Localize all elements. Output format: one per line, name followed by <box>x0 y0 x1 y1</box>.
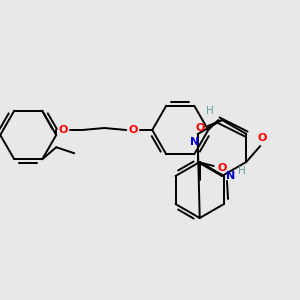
Text: H: H <box>206 106 214 116</box>
Text: H: H <box>238 166 246 176</box>
Text: N: N <box>190 137 200 147</box>
Text: O: O <box>129 125 138 135</box>
Text: N: N <box>226 171 236 181</box>
Text: O: O <box>258 133 267 143</box>
Text: O: O <box>217 163 226 173</box>
Text: O: O <box>195 123 205 133</box>
Text: O: O <box>58 125 68 135</box>
